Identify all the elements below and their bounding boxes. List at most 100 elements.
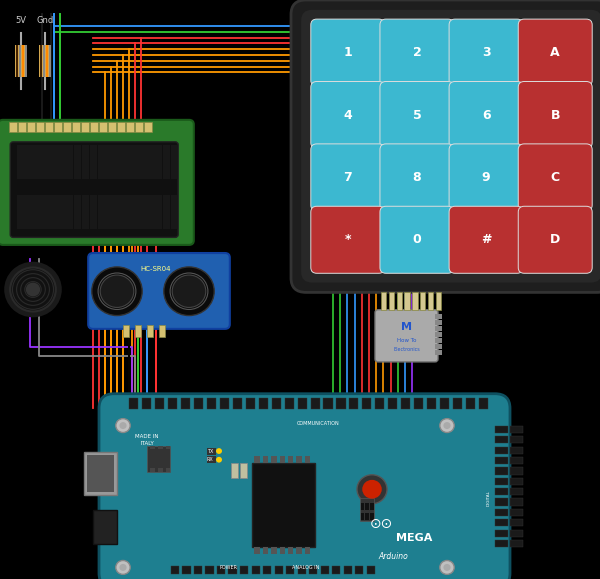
Bar — [440, 398, 449, 409]
Text: M: M — [401, 321, 412, 332]
Bar — [495, 530, 508, 537]
Bar — [84, 452, 117, 495]
Bar — [311, 398, 320, 409]
Bar — [135, 325, 141, 337]
Text: C: C — [551, 171, 560, 184]
Bar — [135, 122, 143, 132]
Bar — [182, 566, 191, 574]
Circle shape — [4, 262, 62, 317]
Bar — [49, 145, 57, 179]
Bar — [495, 488, 508, 495]
Bar — [171, 566, 179, 574]
Bar — [207, 456, 216, 463]
Bar — [40, 45, 42, 77]
FancyBboxPatch shape — [311, 144, 385, 211]
Bar — [36, 122, 44, 132]
FancyBboxPatch shape — [301, 10, 600, 283]
Bar — [108, 122, 116, 132]
Bar — [154, 145, 162, 179]
Bar — [117, 122, 125, 132]
Bar — [288, 456, 293, 463]
Circle shape — [216, 448, 222, 454]
Bar — [17, 145, 25, 179]
Bar — [139, 145, 146, 179]
Bar — [275, 566, 283, 574]
Text: 2: 2 — [413, 46, 421, 59]
Bar — [126, 122, 134, 132]
Text: Arduino: Arduino — [378, 552, 408, 562]
Text: 7: 7 — [343, 171, 352, 184]
FancyBboxPatch shape — [88, 253, 230, 329]
Bar — [349, 398, 358, 409]
Bar — [41, 195, 49, 229]
Bar — [233, 398, 242, 409]
Bar — [280, 547, 285, 554]
Circle shape — [443, 564, 451, 571]
Bar — [495, 426, 508, 433]
Bar — [49, 45, 51, 77]
Bar — [144, 122, 152, 132]
Bar — [495, 499, 508, 505]
Bar — [27, 122, 35, 132]
Bar — [435, 338, 442, 343]
Text: ⊙⊙: ⊙⊙ — [370, 517, 392, 531]
Bar — [90, 122, 98, 132]
Bar — [90, 195, 97, 229]
Bar — [428, 292, 433, 310]
FancyBboxPatch shape — [380, 206, 454, 273]
Bar — [147, 446, 170, 472]
Bar — [263, 547, 268, 554]
Bar — [146, 195, 154, 229]
Bar — [298, 398, 307, 409]
Bar — [510, 509, 523, 516]
Bar — [122, 195, 130, 229]
Bar — [361, 503, 364, 510]
Circle shape — [440, 419, 454, 433]
Text: COMMUNICATION: COMMUNICATION — [296, 422, 340, 426]
Bar — [296, 547, 302, 554]
Bar — [58, 195, 65, 229]
Text: 3: 3 — [482, 46, 490, 59]
Bar — [298, 566, 305, 574]
FancyBboxPatch shape — [99, 394, 510, 579]
FancyBboxPatch shape — [291, 0, 600, 292]
Bar — [381, 292, 386, 310]
Bar — [362, 398, 371, 409]
Bar — [158, 446, 163, 449]
Bar — [25, 145, 32, 179]
Text: 4: 4 — [343, 108, 352, 122]
Bar — [435, 345, 442, 349]
Text: 1: 1 — [343, 46, 352, 59]
Text: 0: 0 — [413, 233, 421, 246]
Bar — [370, 503, 374, 510]
Bar — [263, 566, 271, 574]
Bar — [389, 292, 394, 310]
Bar — [181, 398, 190, 409]
Bar — [15, 45, 27, 77]
Bar — [150, 468, 155, 472]
Bar — [420, 292, 425, 310]
Bar — [229, 566, 236, 574]
Text: TX: TX — [207, 449, 213, 453]
Bar — [436, 292, 441, 310]
Text: How To: How To — [397, 338, 416, 343]
Text: D: D — [550, 233, 560, 246]
Bar — [284, 398, 293, 409]
Bar — [320, 566, 329, 574]
Bar — [163, 195, 170, 229]
Bar — [33, 195, 41, 229]
Bar — [376, 398, 385, 409]
Text: 5V: 5V — [16, 16, 26, 25]
Bar — [150, 446, 155, 449]
FancyBboxPatch shape — [10, 142, 178, 237]
Bar — [159, 325, 165, 337]
Circle shape — [164, 267, 214, 316]
Bar — [510, 488, 523, 495]
Bar — [240, 463, 247, 478]
Bar — [106, 195, 113, 229]
Bar — [323, 398, 332, 409]
Bar — [259, 398, 268, 409]
Bar — [272, 398, 281, 409]
Bar — [114, 145, 122, 179]
Bar — [510, 499, 523, 505]
